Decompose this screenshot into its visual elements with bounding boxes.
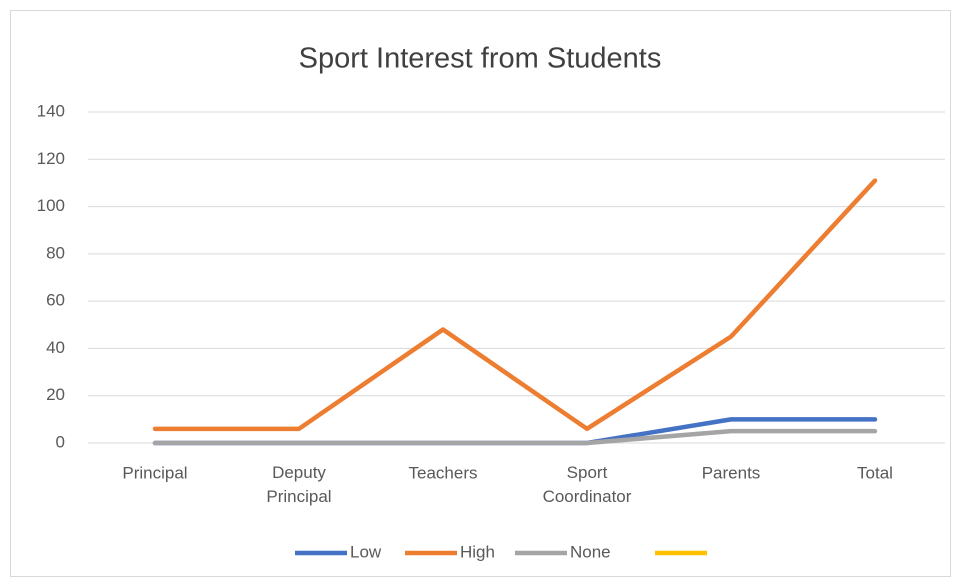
series-line (152, 178, 878, 432)
x-tick-label: Parents (702, 463, 761, 482)
legend-label: None (570, 542, 611, 561)
y-tick-label: 80 (46, 243, 65, 262)
y-tick-label: 60 (46, 291, 65, 310)
x-tick-label: Principal (122, 463, 187, 482)
legend-label: High (460, 542, 495, 561)
y-tick-label: 140 (37, 101, 65, 120)
chart-border (10, 10, 951, 577)
y-tick-label: 0 (56, 432, 65, 451)
series-line (152, 428, 878, 446)
x-tick-label: Teachers (409, 463, 478, 482)
y-tick-label: 20 (46, 385, 65, 404)
x-tick-label: Total (857, 463, 893, 482)
y-tick-label: 40 (46, 338, 65, 357)
x-tick-label: Deputy Principal (266, 463, 331, 506)
x-tick-label: Sport Coordinator (543, 463, 632, 506)
chart-title: Sport Interest from Students (299, 43, 662, 75)
y-tick-label: 120 (37, 149, 65, 168)
legend-label: Low (350, 542, 382, 561)
y-tick-label: 100 (37, 196, 65, 215)
